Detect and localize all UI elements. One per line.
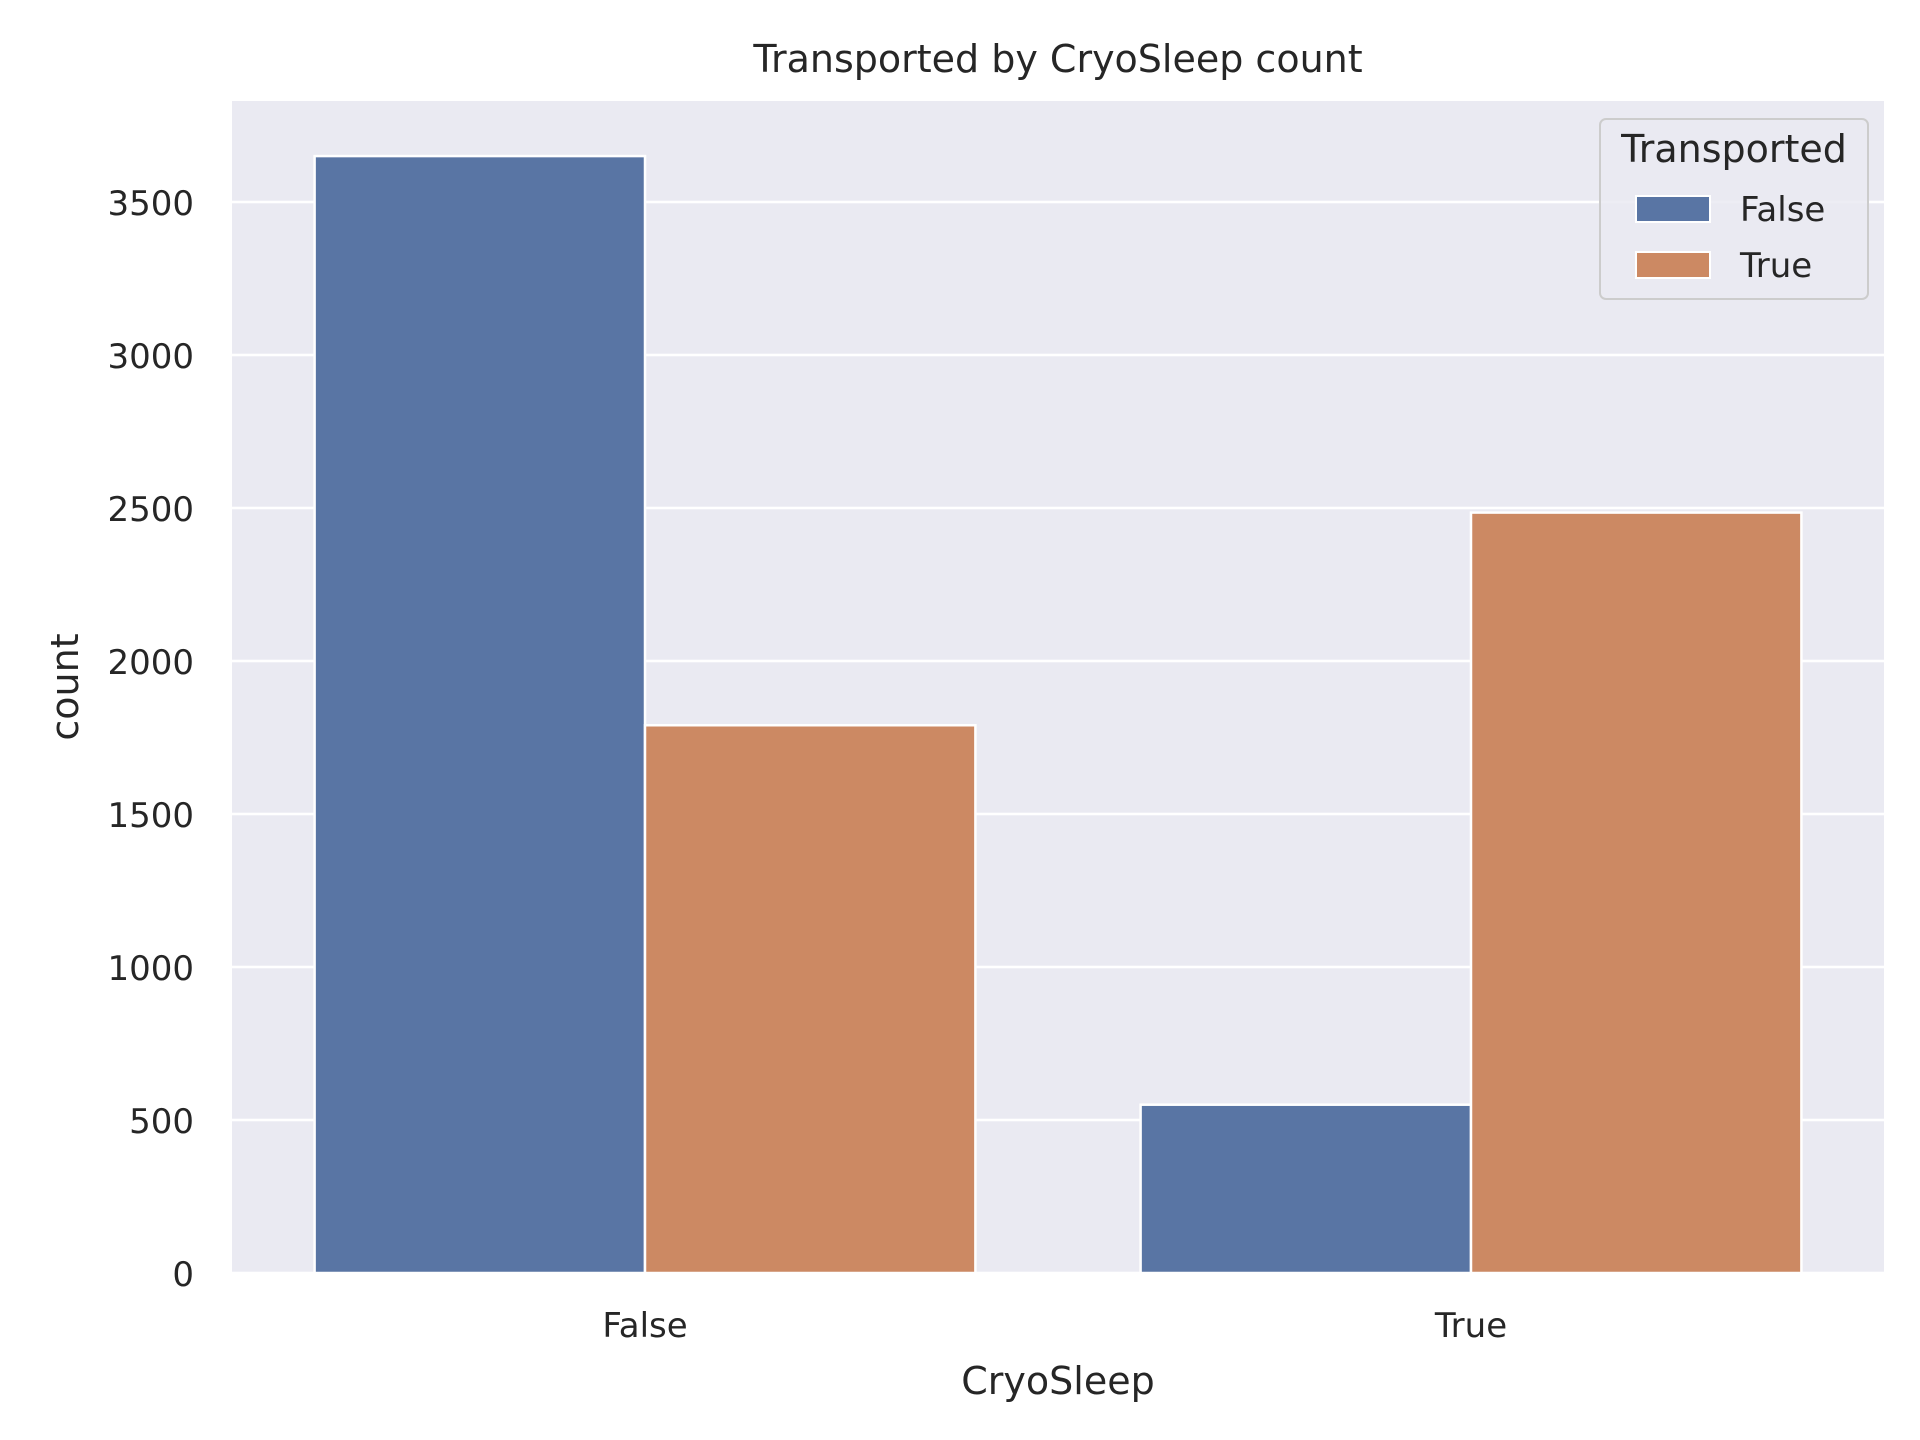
legend-label: False bbox=[1740, 190, 1825, 230]
x-tick-label: False bbox=[602, 1306, 687, 1346]
legend-label: True bbox=[1739, 246, 1812, 286]
x-tick-label: True bbox=[1434, 1306, 1507, 1346]
chart-title: Transported by CryoSleep count bbox=[752, 37, 1362, 81]
y-axis-label: count bbox=[43, 633, 87, 740]
legend-items: False True bbox=[1635, 190, 1825, 286]
y-tick-label: 1000 bbox=[107, 949, 194, 989]
x-tick-labels: False True bbox=[602, 1306, 1507, 1346]
y-tick-label: 3000 bbox=[107, 337, 194, 377]
bar-true-transported-true bbox=[1469, 511, 1803, 1275]
bar-true-transported-false bbox=[1139, 1103, 1473, 1275]
legend: Transported False True bbox=[1599, 118, 1869, 300]
legend-swatch bbox=[1635, 195, 1711, 223]
y-tick-labels: 0 500 1000 1500 2000 2500 3000 3500 bbox=[107, 184, 194, 1295]
y-tick-label: 500 bbox=[129, 1102, 194, 1142]
bar-false-transported-false bbox=[313, 154, 647, 1275]
x-axis-label: CryoSleep bbox=[961, 1359, 1154, 1403]
bar-false-transported-true bbox=[643, 724, 977, 1275]
y-tick-label: 0 bbox=[172, 1255, 194, 1295]
y-tick-label: 2500 bbox=[107, 490, 194, 530]
y-tick-label: 3500 bbox=[107, 184, 194, 224]
y-tick-label: 1500 bbox=[107, 796, 194, 836]
y-tick-label: 2000 bbox=[107, 643, 194, 683]
legend-swatch bbox=[1635, 251, 1711, 279]
legend-title: Transported bbox=[1620, 127, 1847, 171]
bars bbox=[313, 154, 1803, 1275]
